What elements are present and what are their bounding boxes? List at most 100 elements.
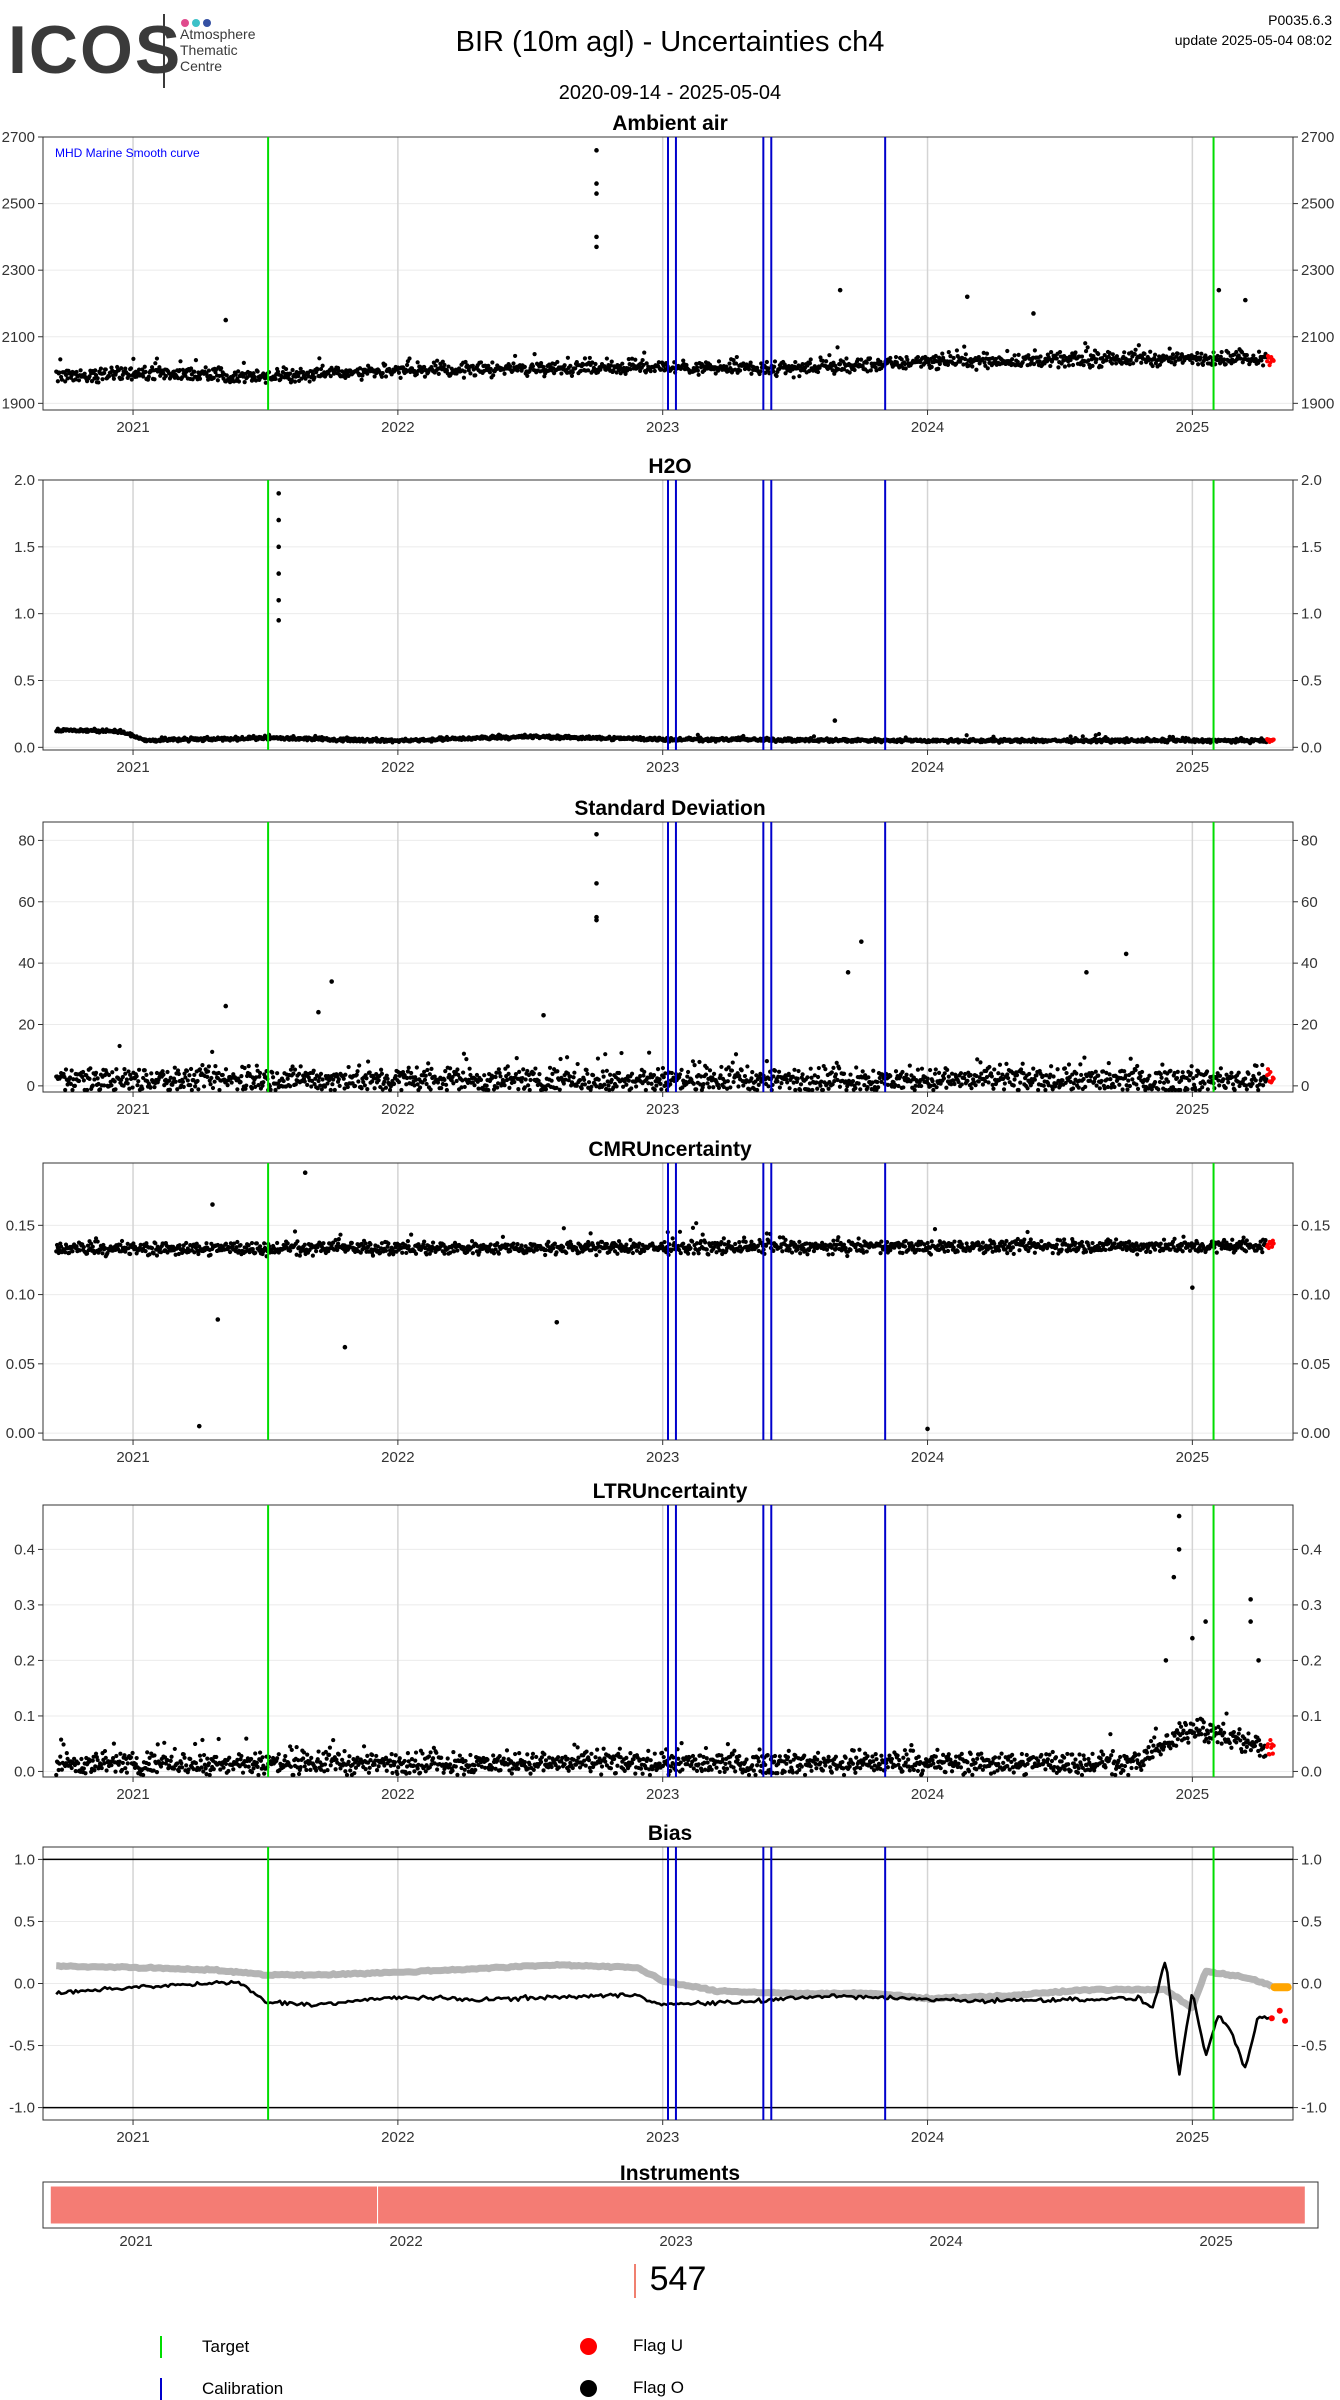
data-point bbox=[820, 358, 826, 364]
data-point bbox=[1109, 361, 1115, 366]
data-point bbox=[642, 1069, 647, 1074]
data-point bbox=[1251, 353, 1256, 358]
data-point bbox=[596, 1077, 601, 1082]
data-point bbox=[336, 368, 341, 374]
data-point bbox=[629, 1086, 634, 1091]
data-point bbox=[774, 373, 779, 379]
x-tick-label: 2023 bbox=[646, 759, 679, 776]
data-point bbox=[487, 370, 493, 375]
data-point bbox=[208, 1082, 213, 1087]
data-point bbox=[807, 361, 813, 366]
data-point bbox=[260, 1083, 265, 1088]
data-point bbox=[146, 374, 151, 379]
data-point bbox=[359, 377, 364, 382]
data-point bbox=[74, 369, 79, 375]
data-point bbox=[1070, 362, 1076, 368]
data-point-outlier bbox=[329, 979, 334, 984]
data-point bbox=[684, 362, 689, 368]
data-point bbox=[178, 359, 183, 364]
data-point bbox=[593, 361, 598, 367]
data-point bbox=[110, 1070, 115, 1075]
data-point bbox=[912, 1087, 917, 1093]
data-point bbox=[188, 1082, 193, 1088]
data-point bbox=[1066, 363, 1072, 368]
y-tick-label: 0 bbox=[27, 1078, 35, 1095]
data-point bbox=[1198, 355, 1203, 360]
data-point bbox=[1020, 1061, 1025, 1066]
x-tick-label: 2025 bbox=[1176, 1101, 1209, 1118]
data-point bbox=[505, 1064, 510, 1069]
data-point bbox=[888, 1073, 893, 1079]
data-point bbox=[1126, 1078, 1131, 1083]
data-point bbox=[109, 1083, 114, 1088]
data-point bbox=[436, 371, 441, 376]
data-point bbox=[1195, 350, 1200, 356]
data-point bbox=[379, 1067, 384, 1072]
data-point bbox=[1218, 1066, 1223, 1071]
data-point bbox=[661, 1075, 666, 1080]
data-point bbox=[727, 1072, 732, 1077]
data-point bbox=[461, 1051, 467, 1056]
data-point bbox=[1106, 1060, 1111, 1066]
data-point bbox=[820, 1087, 826, 1093]
data-point bbox=[399, 1087, 404, 1093]
data-point bbox=[903, 366, 908, 371]
data-point bbox=[980, 356, 986, 361]
x-tick-label: 2023 bbox=[646, 1449, 679, 1466]
y-tick-label-right: 0.00 bbox=[1301, 1425, 1330, 1442]
data-point bbox=[1190, 360, 1195, 366]
data-point bbox=[558, 1056, 563, 1062]
data-point-outlier bbox=[845, 970, 851, 975]
data-point bbox=[337, 1083, 342, 1089]
data-point bbox=[273, 376, 278, 381]
data-point-outlier bbox=[594, 244, 599, 250]
data-point bbox=[584, 1067, 589, 1073]
data-point bbox=[242, 379, 247, 385]
data-point bbox=[954, 348, 960, 353]
data-point bbox=[590, 1073, 596, 1078]
data-point bbox=[163, 373, 168, 379]
data-point bbox=[1193, 1087, 1198, 1093]
data-point bbox=[663, 1071, 668, 1076]
data-point bbox=[498, 1074, 503, 1079]
data-point bbox=[652, 368, 657, 374]
data-point bbox=[901, 1085, 906, 1090]
data-point bbox=[805, 1075, 810, 1080]
data-point bbox=[143, 369, 148, 374]
y-tick-label-right: 0.0 bbox=[1301, 739, 1322, 756]
data-point bbox=[989, 1074, 994, 1079]
data-point bbox=[415, 360, 420, 365]
data-point bbox=[1239, 350, 1245, 355]
data-point bbox=[829, 1070, 834, 1075]
data-point bbox=[958, 359, 963, 364]
data-point bbox=[742, 1073, 748, 1079]
data-point bbox=[1167, 346, 1172, 351]
y-tick-label-right: 1.5 bbox=[1301, 539, 1322, 556]
data-point bbox=[696, 372, 701, 377]
data-point bbox=[865, 1085, 870, 1090]
data-point bbox=[523, 1077, 528, 1082]
data-point bbox=[203, 365, 208, 370]
data-point bbox=[725, 1079, 730, 1084]
data-point bbox=[188, 1066, 194, 1072]
data-point bbox=[136, 367, 142, 372]
data-point bbox=[428, 1087, 433, 1092]
data-point bbox=[766, 366, 771, 371]
data-point bbox=[1217, 1083, 1222, 1088]
data-point bbox=[609, 359, 614, 364]
data-point bbox=[537, 1072, 542, 1077]
data-point bbox=[484, 1083, 489, 1088]
data-point bbox=[429, 1066, 434, 1071]
data-point bbox=[937, 361, 942, 367]
data-point bbox=[1012, 1077, 1017, 1082]
data-point bbox=[111, 376, 117, 381]
data-point bbox=[611, 368, 616, 373]
data-point-outlier bbox=[594, 148, 599, 153]
data-point bbox=[97, 1087, 103, 1092]
data-point bbox=[215, 378, 220, 383]
data-point bbox=[196, 1087, 201, 1092]
y-tick-label: 2100 bbox=[2, 329, 35, 346]
data-point bbox=[1158, 1071, 1163, 1077]
data-point bbox=[332, 1087, 337, 1093]
data-point bbox=[1138, 1074, 1143, 1079]
